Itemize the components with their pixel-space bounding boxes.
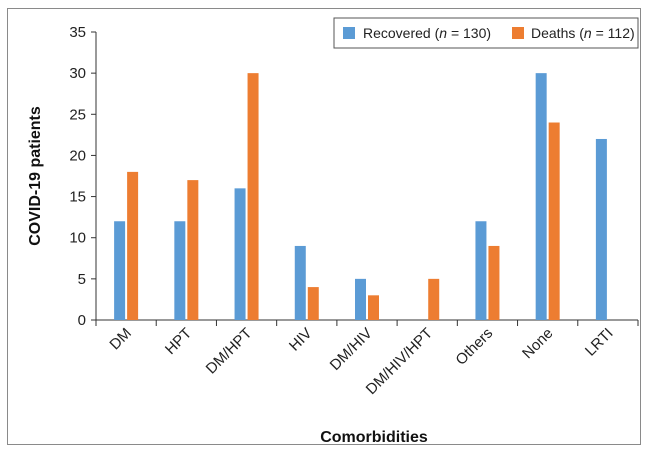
y-tick-label: 20 xyxy=(69,147,86,164)
bar-recovered xyxy=(535,73,547,321)
y-tick-label: 15 xyxy=(69,189,86,206)
x-tick-label: HIV xyxy=(286,325,316,355)
x-axis-title: Comorbidities xyxy=(320,429,428,446)
legend-swatch-deaths xyxy=(512,27,524,39)
legend-swatch-recovered xyxy=(343,27,355,39)
y-tick-label: 30 xyxy=(69,65,86,82)
bar-deaths xyxy=(187,180,199,320)
legend-label-deaths: Deaths (n = 112) xyxy=(531,25,635,41)
legend: Recovered (n = 130) Deaths (n = 112) xyxy=(333,17,639,49)
x-tick-label: DM/HPT xyxy=(203,325,256,378)
bar-deaths xyxy=(488,245,500,320)
legend-box xyxy=(333,17,639,49)
y-axis: 0 5 10 15 20 25 30 35 xyxy=(69,24,97,329)
legend-label-recovered: Recovered (n = 130) xyxy=(363,25,491,41)
bar-deaths xyxy=(368,295,379,320)
bar-deaths xyxy=(548,122,560,320)
y-tick-label: 35 xyxy=(69,24,86,41)
bar-deaths xyxy=(307,287,319,320)
x-tick-label: DM/HIV xyxy=(327,325,376,374)
bar-recovered xyxy=(595,138,607,320)
bar-recovered xyxy=(355,278,366,320)
y-tick-label: 5 xyxy=(78,271,86,288)
x-tick-label: DM xyxy=(106,325,135,354)
x-tick-label: LRTI xyxy=(582,325,617,360)
bar-recovered xyxy=(475,221,487,320)
bars xyxy=(114,73,607,321)
y-tick-label: 25 xyxy=(69,106,86,123)
y-tick-label: 10 xyxy=(69,230,86,247)
y-axis-title: COVID-19 patients xyxy=(27,106,44,246)
x-tick-label: HPT xyxy=(162,325,195,358)
x-tick-label: Others xyxy=(452,325,496,369)
x-tick-label: None xyxy=(519,325,556,362)
bar-recovered xyxy=(294,245,306,320)
chart-frame xyxy=(7,8,641,445)
bar-deaths xyxy=(127,171,139,320)
bar-deaths xyxy=(428,278,440,320)
bar-deaths xyxy=(247,73,259,321)
bar-recovered xyxy=(174,221,186,320)
bar-recovered xyxy=(114,221,126,320)
bar-recovered xyxy=(234,188,246,320)
y-tick-label: 0 xyxy=(78,312,86,329)
